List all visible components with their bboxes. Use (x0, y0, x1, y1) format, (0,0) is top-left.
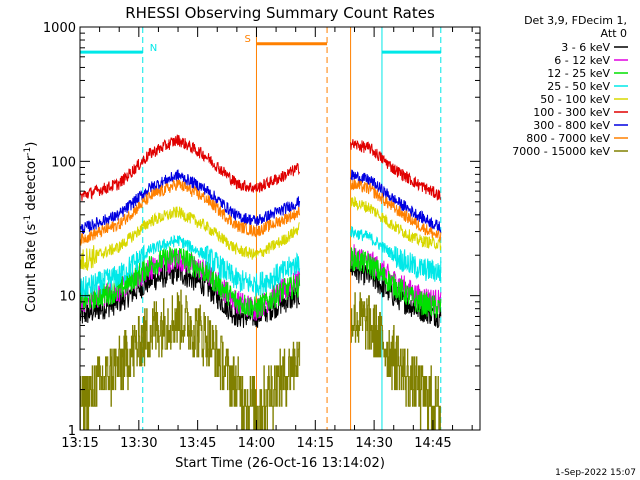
x-tick-label-3: 14:00 (238, 436, 275, 451)
plot-area: N S 1 10 100 1000 13:15 13:30 13:45 14:00 14:15 14:… (43, 21, 481, 451)
state-bar-label-0: N (150, 43, 157, 54)
legend-label-3: 25 - 50 keV (547, 80, 610, 93)
series-line-7-seg-0 (80, 179, 301, 246)
x-tick-label-1: 13:30 (120, 436, 157, 451)
series-line-6-seg-1 (350, 169, 442, 234)
chart-title: RHESSI Observing Summary Count Rates (125, 4, 435, 22)
series-line-3-seg-0 (80, 234, 301, 298)
x-tick-label-5: 14:30 (355, 436, 392, 451)
state-bar-label-2: S (244, 34, 250, 45)
legend-label-6: 300 - 800 keV (533, 119, 610, 132)
plot-frame (79, 26, 481, 431)
series-line-3-seg-1 (350, 226, 442, 282)
y-tick-label-0: 1 (68, 424, 76, 439)
legend-label-2: 12 - 25 keV (547, 67, 610, 80)
series-group (80, 27, 442, 430)
x-tick-label-4: 14:15 (297, 436, 334, 451)
series-line-5-seg-0 (80, 134, 301, 201)
legend-label-7: 800 - 7000 keV (526, 132, 610, 145)
legend-label-0: 3 - 6 keV (561, 41, 610, 54)
x-tick-label-2: 13:45 (179, 436, 216, 451)
y-tick-label-1: 10 (59, 290, 76, 305)
date-stamp: 1-Sep-2022 15:07 (555, 468, 636, 478)
series-line-8-seg-0 (80, 289, 301, 430)
series-line-2-seg-0 (80, 246, 301, 319)
y-tick-label-3: 1000 (43, 21, 76, 36)
x-tick-label-0: 13:15 (61, 436, 98, 451)
legend-header-line-2: Att 0 (601, 27, 627, 40)
series-line-5-seg-1 (350, 139, 441, 201)
x-axis-label: Start Time (26-Oct-16 13:14:02) (175, 456, 385, 471)
legend-header-line-1: Det 3,9, FDecim 1, (524, 14, 627, 27)
legend-label-8: 7000 - 15000 keV (512, 145, 610, 158)
series-line-4-seg-0 (80, 206, 300, 271)
series-line-8-seg-1 (350, 292, 441, 430)
series-line-4-seg-1 (350, 195, 442, 251)
y-tick-label-2: 100 (51, 155, 76, 170)
series-line-2-seg-1 (350, 247, 442, 319)
legend-label-5: 100 - 300 keV (533, 106, 610, 119)
series-line-7-seg-1 (350, 179, 442, 243)
x-tick-label-6: 14:45 (414, 436, 451, 451)
legend-label-4: 50 - 100 keV (540, 93, 610, 106)
y-axis-label: Count Rate (s-1 detector-1) (23, 142, 39, 313)
legend-label-1: 6 - 12 keV (554, 54, 610, 67)
